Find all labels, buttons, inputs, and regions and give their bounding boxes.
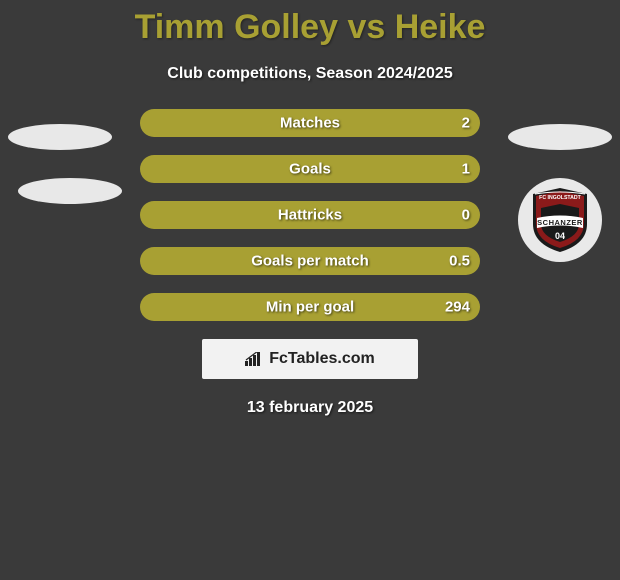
player-left-logo-placeholder-2 xyxy=(18,178,122,204)
bar-value-right: 0 xyxy=(462,207,470,224)
svg-text:SCHANZER: SCHANZER xyxy=(537,218,583,227)
bar-goals: Goals 1 xyxy=(140,155,480,183)
bar-label: Hattricks xyxy=(278,207,342,224)
bar-value-right: 0.5 xyxy=(449,253,470,270)
player-right-logo-placeholder-1 xyxy=(508,124,612,150)
bar-matches: Matches 2 xyxy=(140,109,480,137)
bar-value-right: 1 xyxy=(462,161,470,178)
player-left-logo-placeholder-1 xyxy=(8,124,112,150)
date-label: 13 february 2025 xyxy=(0,399,620,417)
svg-text:04: 04 xyxy=(555,231,565,241)
club-badge-ring: FC INGOLSTADT SCHANZER 04 xyxy=(518,178,602,262)
bar-label: Goals xyxy=(289,161,331,178)
bar-min-per-goal: Min per goal 294 xyxy=(140,293,480,321)
bar-value-right: 294 xyxy=(445,299,470,316)
club-badge-shield-icon: FC INGOLSTADT SCHANZER 04 xyxy=(529,186,591,254)
bar-value-right: 2 xyxy=(462,115,470,132)
bar-goals-per-match: Goals per match 0.5 xyxy=(140,247,480,275)
svg-text:FC INGOLSTADT: FC INGOLSTADT xyxy=(539,195,582,201)
bar-hattricks: Hattricks 0 xyxy=(140,201,480,229)
watermark-text: FcTables.com xyxy=(269,350,375,368)
stats-bars: Matches 2 Goals 1 Hattricks 0 Goals per … xyxy=(140,109,480,321)
subtitle: Club competitions, Season 2024/2025 xyxy=(0,65,620,83)
club-badge: FC INGOLSTADT SCHANZER 04 xyxy=(518,178,602,262)
watermark: FcTables.com xyxy=(202,339,418,379)
bar-chart-icon xyxy=(245,352,263,366)
page-title: Timm Golley vs Heike xyxy=(0,0,620,47)
bar-label: Goals per match xyxy=(251,253,369,270)
bar-label: Matches xyxy=(280,115,340,132)
bar-label: Min per goal xyxy=(266,299,354,316)
